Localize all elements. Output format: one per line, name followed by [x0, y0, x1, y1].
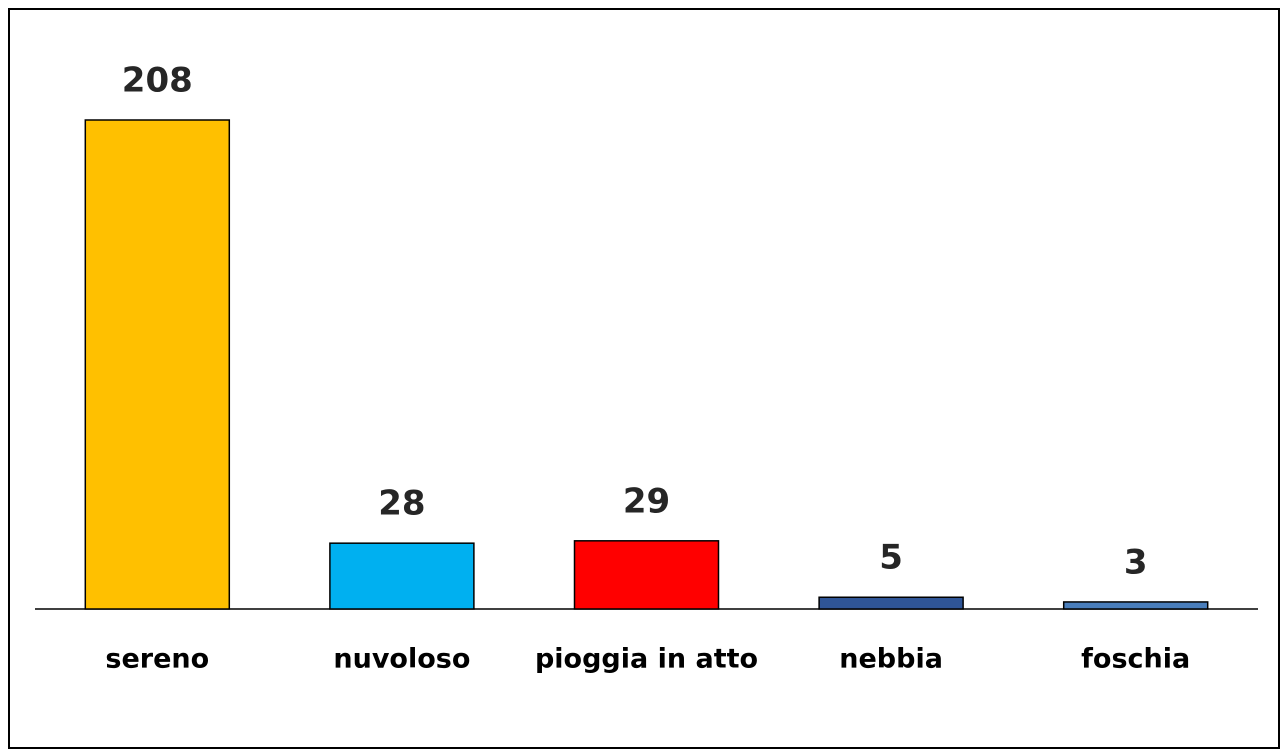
bar [573, 540, 720, 610]
bar [818, 596, 964, 610]
x-tick-label: sereno [105, 644, 209, 675]
value-label: 28 [378, 484, 425, 524]
value-label: 5 [879, 538, 903, 578]
value-label: 3 [1124, 542, 1148, 582]
value-label: 208 [122, 61, 193, 101]
bar [1062, 601, 1209, 610]
x-tick-label: nebbia [839, 644, 943, 675]
bar [84, 119, 231, 610]
value-label: 29 [623, 481, 670, 521]
x-tick-label: foschia [1081, 644, 1190, 675]
bar [329, 542, 475, 610]
x-tick-label: nuvoloso [333, 644, 470, 675]
x-tick-label: pioggia in atto [535, 644, 758, 675]
